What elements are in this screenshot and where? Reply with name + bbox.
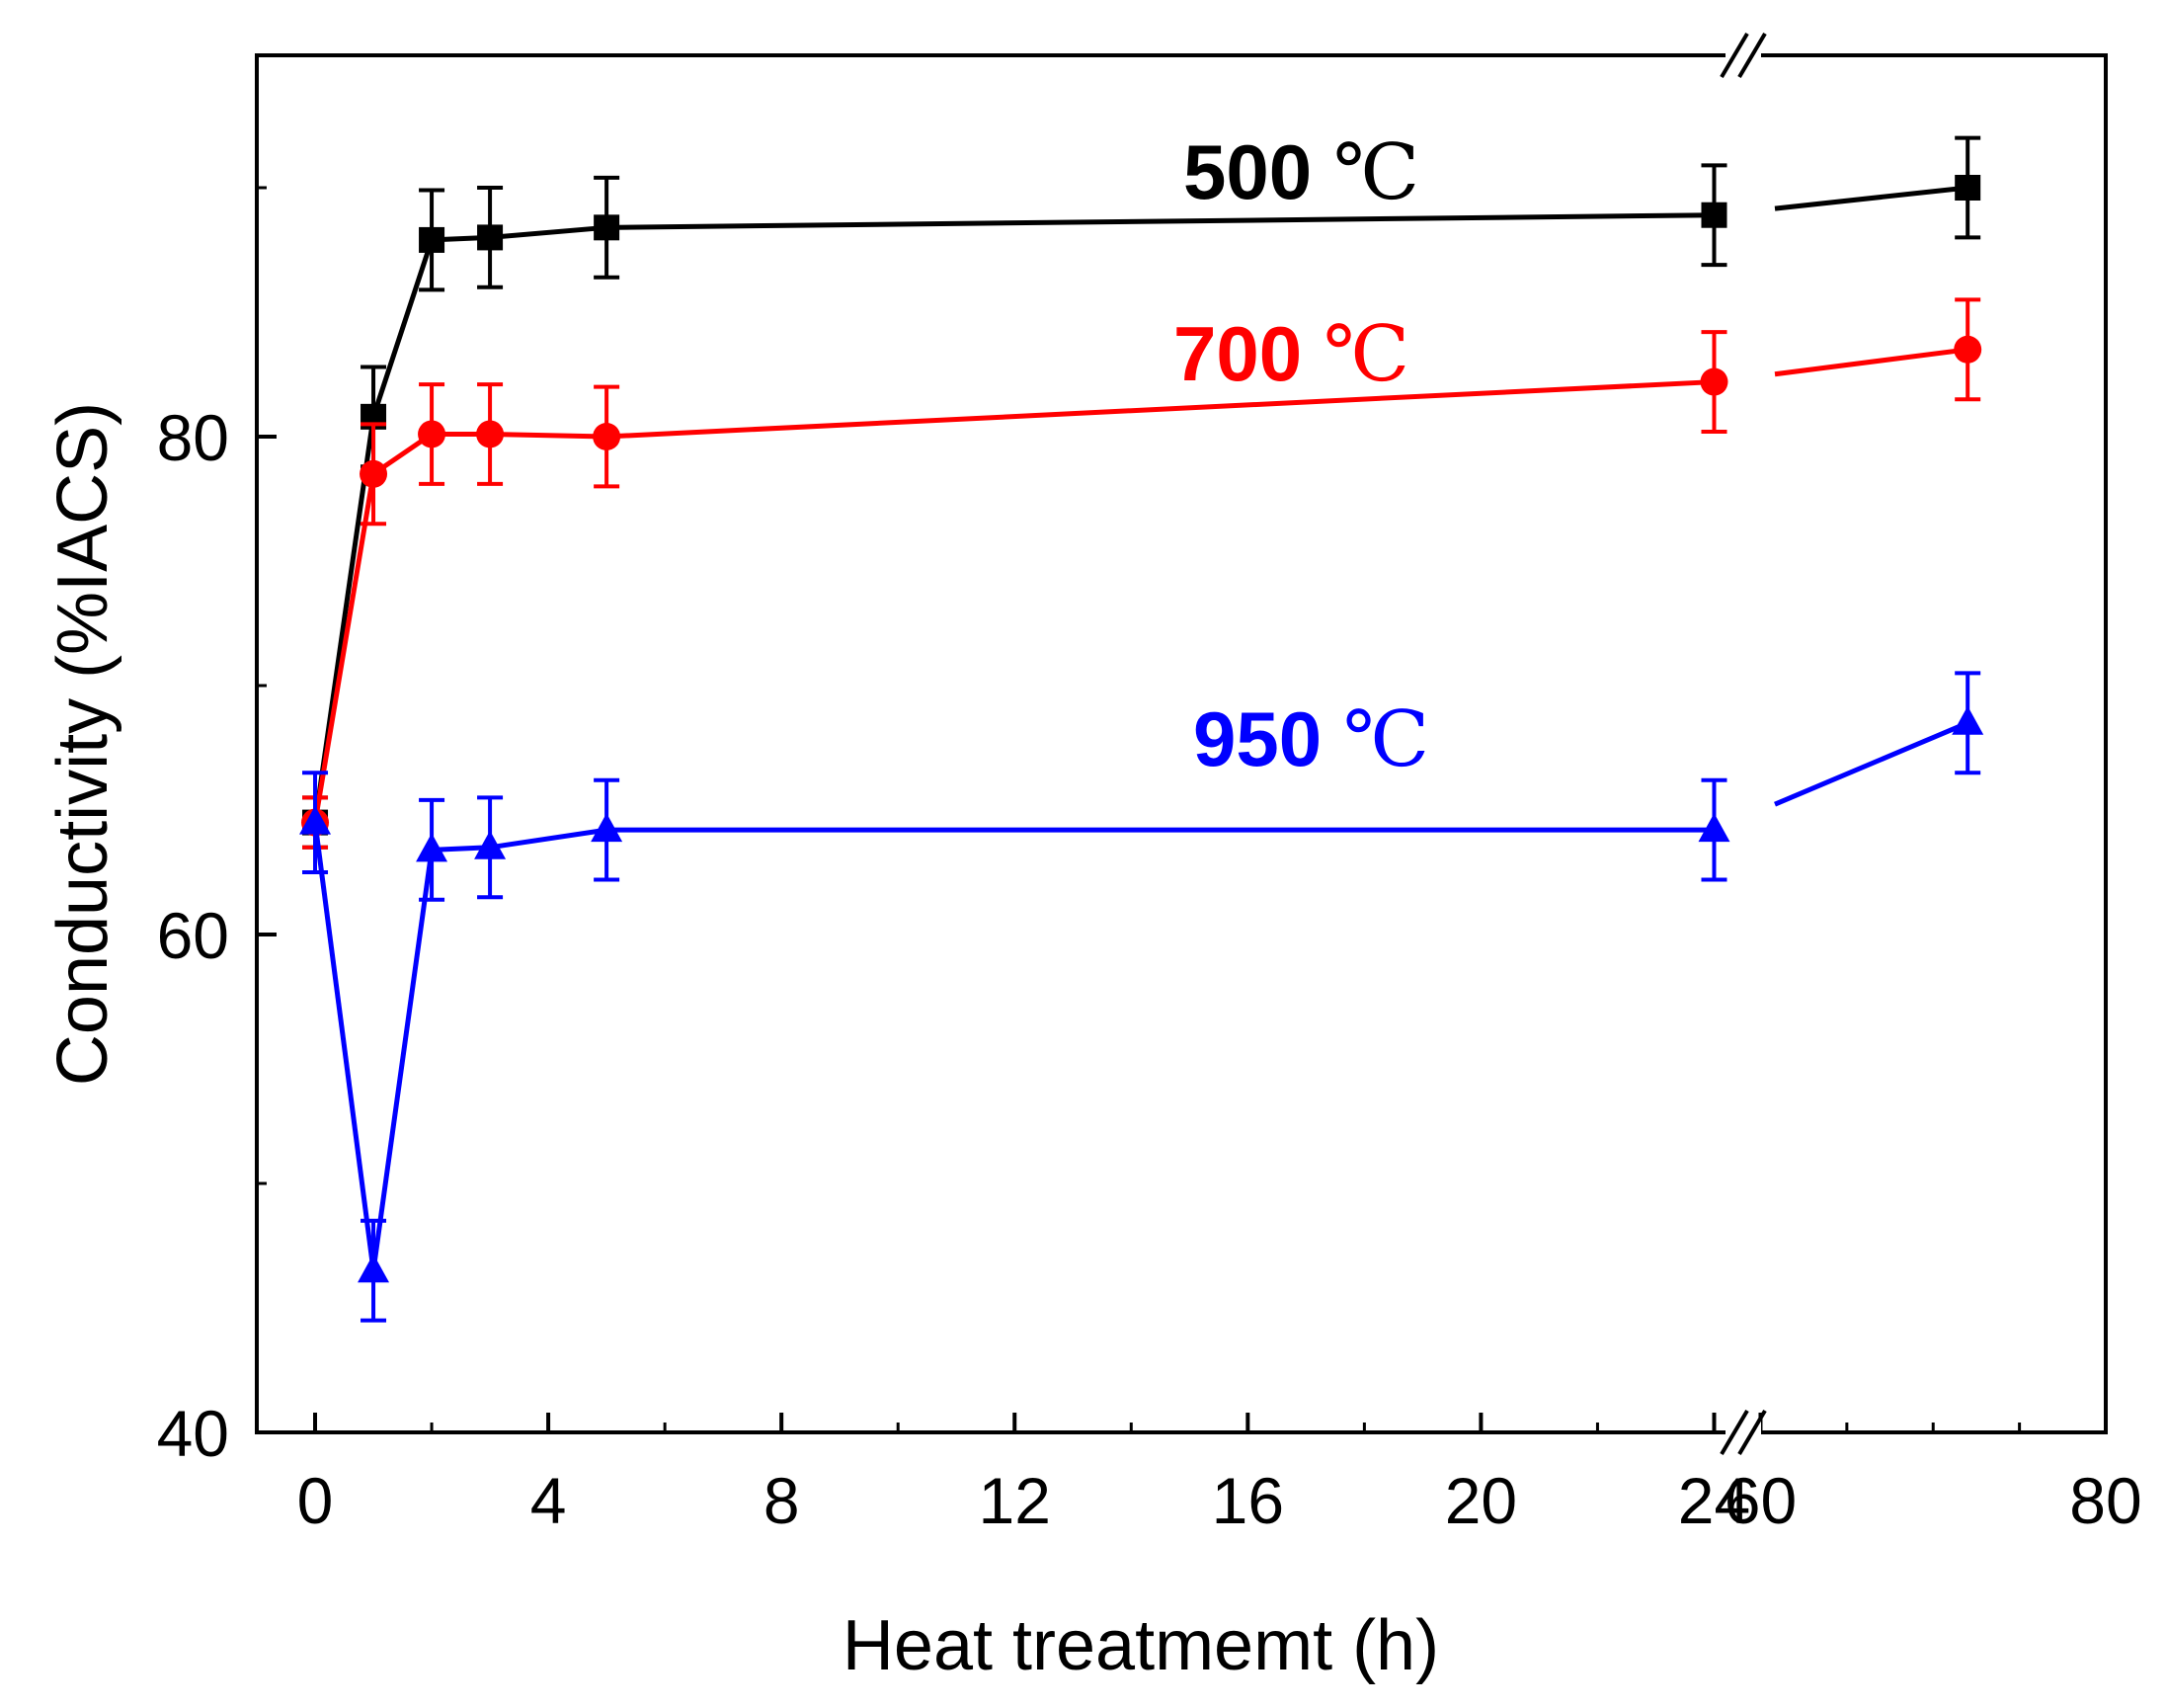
data-point-500-24 xyxy=(1701,202,1727,228)
series-label-number: 950 xyxy=(1193,695,1343,782)
x-tick-label-60: 60 xyxy=(1725,1464,1797,1537)
data-point-700-3 xyxy=(476,420,505,448)
series-line xyxy=(312,822,376,1271)
series-950: 950 ℃ xyxy=(299,671,1984,1323)
axis-break-mark-top xyxy=(1720,32,1749,79)
series-label-700: 700 ℃ xyxy=(1173,310,1409,399)
series-line xyxy=(489,827,607,851)
series-500: 500 ℃ xyxy=(302,128,1981,850)
data-point-700-1 xyxy=(360,459,388,488)
series-label-950: 950 ℃ xyxy=(1193,695,1429,784)
data-point-700-5 xyxy=(593,423,621,450)
x-tick-label-20: 20 xyxy=(1445,1464,1517,1537)
data-point-950-5 xyxy=(591,813,623,843)
x-axis-title: Heat treatmemt (h) xyxy=(843,1606,1439,1685)
series-line xyxy=(1774,720,1969,807)
axis-break-gap xyxy=(1726,1419,1761,1446)
x-tick-label-8: 8 xyxy=(763,1464,800,1537)
data-point-950-0 xyxy=(299,805,332,835)
data-point-950-72 xyxy=(1952,705,1984,735)
x-tick-label-16: 16 xyxy=(1212,1464,1284,1537)
y-axis-title: Conductivity (%IACS) xyxy=(43,402,122,1086)
series-label-number: 700 xyxy=(1173,310,1324,397)
axis-break-mark-bottom xyxy=(1737,1409,1767,1456)
series-line xyxy=(605,379,1715,440)
series-label-number: 500 xyxy=(1183,128,1333,215)
data-point-500-3 xyxy=(477,224,504,251)
series-700: 700 ℃ xyxy=(301,297,1982,850)
series-label-unit: ℃ xyxy=(1333,128,1419,217)
data-point-700-72 xyxy=(1954,335,1982,364)
y-tick-label-60: 60 xyxy=(157,899,229,972)
data-point-500-2 xyxy=(419,226,445,253)
plot-frame xyxy=(255,53,2108,1434)
x-tick-label-0: 0 xyxy=(297,1464,334,1537)
series-line xyxy=(312,473,376,824)
x-tick-label-4: 4 xyxy=(530,1464,567,1537)
x-tick-label-80: 80 xyxy=(2069,1464,2141,1537)
data-point-950-2 xyxy=(416,833,448,862)
y-tick-label-80: 80 xyxy=(157,401,229,474)
series-line xyxy=(606,212,1715,230)
axis-break-gap xyxy=(1726,41,1761,69)
axis-break-mark-bottom xyxy=(1720,1409,1749,1456)
series-line xyxy=(490,431,607,440)
x-tick-label-24: 24 xyxy=(1678,1464,1750,1537)
series-label-500: 500 ℃ xyxy=(1183,128,1419,217)
y-tick-label-40: 40 xyxy=(157,1397,229,1470)
series-label-unit: ℃ xyxy=(1324,310,1409,399)
data-point-700-2 xyxy=(418,420,446,448)
series-line xyxy=(1774,185,1968,211)
series-line xyxy=(431,845,491,853)
series-line xyxy=(489,224,607,240)
x-tick-label-12: 12 xyxy=(979,1464,1051,1537)
axis-break-mark-top xyxy=(1737,32,1767,79)
data-point-500-5 xyxy=(594,214,620,241)
data-point-950-24 xyxy=(1698,813,1730,843)
series-line xyxy=(370,239,435,418)
series-line xyxy=(1774,347,1968,377)
series-label-unit: ℃ xyxy=(1343,695,1429,784)
data-point-500-72 xyxy=(1955,175,1981,201)
data-point-950-1 xyxy=(358,1254,390,1283)
data-point-950-3 xyxy=(474,830,507,859)
series-line xyxy=(370,849,435,1271)
data-point-700-24 xyxy=(1700,367,1728,396)
